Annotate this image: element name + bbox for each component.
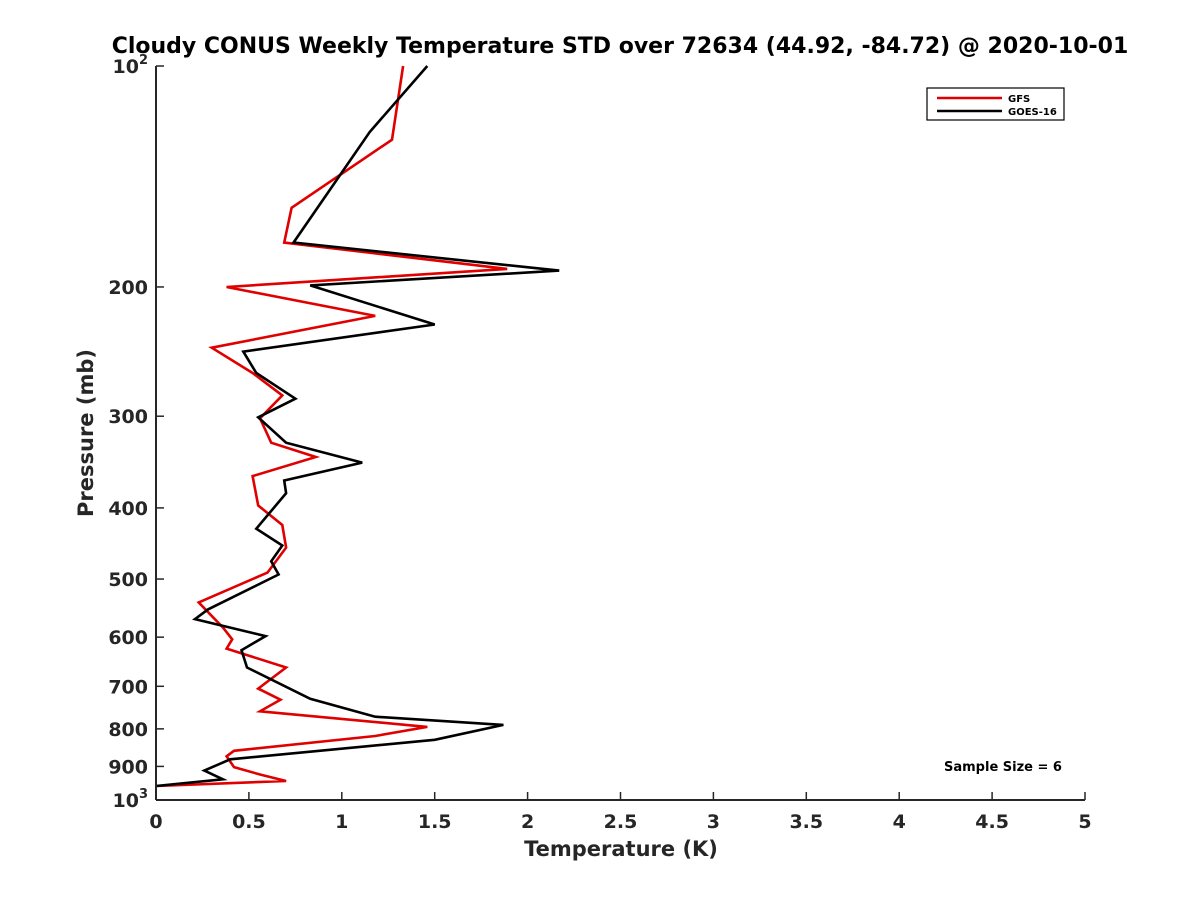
x-tick-label: 0.5 <box>232 811 266 833</box>
y-tick-label: 700 <box>108 676 148 698</box>
x-tick-label: 3.5 <box>789 811 823 833</box>
y-tick-label: 900 <box>108 756 148 778</box>
y-tick-label: 400 <box>108 498 148 520</box>
axes-layer: 0 0.5 1 1.5 2 2.5 3 3.5 4 4.5 5 102 200 300 400 500 600 7… <box>108 53 1091 833</box>
chart-title: Cloudy CONUS Weekly Temperature STD over… <box>112 34 1129 59</box>
series-line-gfs <box>155 65 508 788</box>
x-axis-label: Temperature (K) <box>524 837 718 861</box>
y-tick-label: 800 <box>108 719 148 741</box>
y-tick-label: 200 <box>108 277 148 299</box>
sample-size-annotation: Sample Size = 6 <box>944 760 1062 775</box>
y-tick-label: 500 <box>108 569 148 591</box>
y-tick-label: 300 <box>108 406 148 428</box>
y-tick-label: 103 <box>113 787 149 812</box>
x-tick-label: 4 <box>893 811 906 833</box>
x-tick-label: 2.5 <box>604 811 638 833</box>
x-tick-label: 4.5 <box>975 811 1009 833</box>
y-tick-label: 600 <box>108 627 148 649</box>
x-tick-label: 1.5 <box>418 811 452 833</box>
series-line-goes-16 <box>155 65 560 788</box>
legend-box <box>926 87 1065 121</box>
x-tick-label: 1 <box>335 811 348 833</box>
x-tick-label: 2 <box>521 811 534 833</box>
series-layer <box>155 65 560 788</box>
x-tick-label: 0 <box>149 811 162 833</box>
legend-label: GOES-16 <box>1008 107 1057 118</box>
x-tick-label: 5 <box>1078 811 1091 833</box>
y-axis-label: Pressure (mb) <box>74 349 98 517</box>
y-tick-label: 102 <box>113 53 149 78</box>
legend-label: GFS <box>1008 94 1030 105</box>
legend: GFS GOES-16 <box>926 87 1065 121</box>
x-tick-label: 3 <box>707 811 720 833</box>
